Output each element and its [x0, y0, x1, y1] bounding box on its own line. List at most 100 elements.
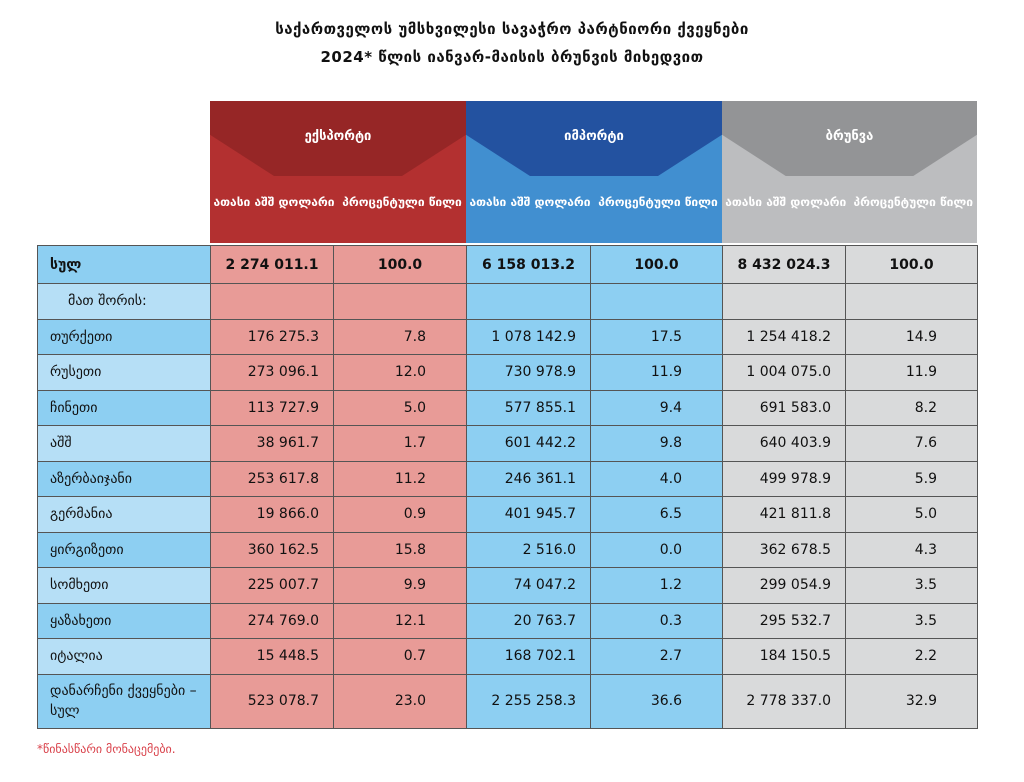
- value-cell: 113 727.9: [210, 389, 334, 426]
- footnote: *წინასწარი მონაცემები.: [37, 742, 176, 756]
- share-cell: 7.6: [845, 425, 978, 462]
- value-cell: 2 255 258.3: [466, 673, 591, 729]
- value-cell: 274 769.0: [210, 602, 334, 639]
- share-cell: 3.5: [845, 567, 978, 604]
- share-cell: 5.9: [845, 460, 978, 497]
- group-header-1: იმპორტი ათასი აშშ დოლარი პროცენტული წილი: [466, 101, 722, 243]
- table-row: აშშ 38 961.7 1.7 601 442.2 9.8 640 403.9 7.6: [37, 425, 978, 462]
- value-cell: 253 617.8: [210, 460, 334, 497]
- value-cell: 360 162.5: [210, 531, 334, 568]
- row-label: ყირგიზეთი: [37, 531, 211, 568]
- value-cell: [210, 283, 334, 320]
- share-cell: 5.0: [333, 389, 467, 426]
- value-cell: 225 007.7: [210, 567, 334, 604]
- share-cell: 14.9: [845, 318, 978, 355]
- value-cell: 8 432 024.3: [722, 245, 846, 284]
- share-cell: 100.0: [333, 245, 467, 284]
- row-label: იტალია: [37, 638, 211, 675]
- table-row: იტალია 15 448.5 0.7 168 702.1 2.7 184 150.5 2.…: [37, 638, 978, 675]
- column-header-value: ათასი აშშ დოლარი: [469, 195, 591, 209]
- value-cell: [466, 283, 591, 320]
- share-cell: 9.9: [333, 567, 467, 604]
- value-cell: 640 403.9: [722, 425, 846, 462]
- value-cell: 273 096.1: [210, 354, 334, 391]
- trade-partners-table: სულ 2 274 011.1 100.0 6 158 013.2 100.0 8 432…: [37, 245, 978, 729]
- share-cell: [590, 283, 723, 320]
- share-cell: 15.8: [333, 531, 467, 568]
- share-cell: 5.0: [845, 496, 978, 533]
- share-cell: 9.8: [590, 425, 723, 462]
- value-cell: 2 778 337.0: [722, 673, 846, 729]
- row-label: დანარჩენი ქვეყნები – სულ: [37, 673, 211, 729]
- table-row: დანარჩენი ქვეყნები – სულ 523 078.7 23.0 2 2…: [37, 673, 978, 729]
- row-label: გერმანია: [37, 496, 211, 533]
- value-cell: 295 532.7: [722, 602, 846, 639]
- share-cell: 100.0: [845, 245, 978, 284]
- share-cell: 32.9: [845, 673, 978, 729]
- value-cell: 691 583.0: [722, 389, 846, 426]
- title-line-2: 2024* წლის იანვარ-მაისის ბრუნვის მიხედვი…: [320, 48, 704, 66]
- title-line-1: საქართველოს უმსხვილესი სავაჭრო პარტნიორი…: [275, 20, 749, 38]
- table-row: ყირგიზეთი 360 162.5 15.8 2 516.0 0.0 362 678.…: [37, 531, 978, 568]
- share-cell: 8.2: [845, 389, 978, 426]
- table-row: გერმანია 19 866.0 0.9 401 945.7 6.5 421 811.8…: [37, 496, 978, 533]
- table-row: ჩინეთი 113 727.9 5.0 577 855.1 9.4 691 583.0 8…: [37, 389, 978, 426]
- column-header-value: ათასი აშშ დოლარი: [213, 195, 335, 209]
- value-cell: 362 678.5: [722, 531, 846, 568]
- value-cell: 184 150.5: [722, 638, 846, 675]
- row-label: მათ შორის:: [37, 283, 211, 320]
- row-label: აშშ: [37, 425, 211, 462]
- column-header-value: ათასი აშშ დოლარი: [725, 195, 847, 209]
- share-cell: 0.3: [590, 602, 723, 639]
- value-cell: [722, 283, 846, 320]
- share-cell: 36.6: [590, 673, 723, 729]
- table-row: ყაზახეთი 274 769.0 12.1 20 763.7 0.3 295 532.…: [37, 602, 978, 639]
- table-row: სომხეთი 225 007.7 9.9 74 047.2 1.2 299 054.9 3…: [37, 567, 978, 604]
- value-cell: 1 078 142.9: [466, 318, 591, 355]
- share-cell: 1.7: [333, 425, 467, 462]
- value-cell: 74 047.2: [466, 567, 591, 604]
- value-cell: 6 158 013.2: [466, 245, 591, 284]
- share-cell: 11.9: [590, 354, 723, 391]
- value-cell: 730 978.9: [466, 354, 591, 391]
- share-cell: 12.0: [333, 354, 467, 391]
- row-label: ყაზახეთი: [37, 602, 211, 639]
- share-cell: 4.0: [590, 460, 723, 497]
- value-cell: 176 275.3: [210, 318, 334, 355]
- share-cell: 6.5: [590, 496, 723, 533]
- share-cell: 23.0: [333, 673, 467, 729]
- share-cell: 100.0: [590, 245, 723, 284]
- table-row: სულ 2 274 011.1 100.0 6 158 013.2 100.0 8 432…: [37, 245, 978, 284]
- group-header-2: ბრუნვა ათასი აშშ დოლარი პროცენტული წილი: [722, 101, 977, 243]
- share-cell: [333, 283, 467, 320]
- group-name: ექსპორტი: [304, 129, 372, 144]
- share-cell: 11.2: [333, 460, 467, 497]
- value-cell: 2 516.0: [466, 531, 591, 568]
- value-cell: 246 361.1: [466, 460, 591, 497]
- share-cell: [845, 283, 978, 320]
- row-label: თურქეთი: [37, 318, 211, 355]
- share-cell: 2.7: [590, 638, 723, 675]
- value-cell: 299 054.9: [722, 567, 846, 604]
- row-label: სულ: [37, 245, 211, 284]
- table-row: რუსეთი 273 096.1 12.0 730 978.9 11.9 1 004 07…: [37, 354, 978, 391]
- share-cell: 4.3: [845, 531, 978, 568]
- value-cell: 499 978.9: [722, 460, 846, 497]
- row-label: სომხეთი: [37, 567, 211, 604]
- share-cell: 12.1: [333, 602, 467, 639]
- share-cell: 9.4: [590, 389, 723, 426]
- value-cell: 20 763.7: [466, 602, 591, 639]
- value-cell: 401 945.7: [466, 496, 591, 533]
- group-name: იმპორტი: [564, 129, 624, 144]
- value-cell: 421 811.8: [722, 496, 846, 533]
- row-label: რუსეთი: [37, 354, 211, 391]
- row-label: აზერბაიჯანი: [37, 460, 211, 497]
- value-cell: 15 448.5: [210, 638, 334, 675]
- row-label: ჩინეთი: [37, 389, 211, 426]
- value-cell: 577 855.1: [466, 389, 591, 426]
- share-cell: 2.2: [845, 638, 978, 675]
- group-name: ბრუნვა: [825, 129, 874, 144]
- share-cell: 0.9: [333, 496, 467, 533]
- column-header-share: პროცენტული წილი: [342, 195, 462, 209]
- share-cell: 3.5: [845, 602, 978, 639]
